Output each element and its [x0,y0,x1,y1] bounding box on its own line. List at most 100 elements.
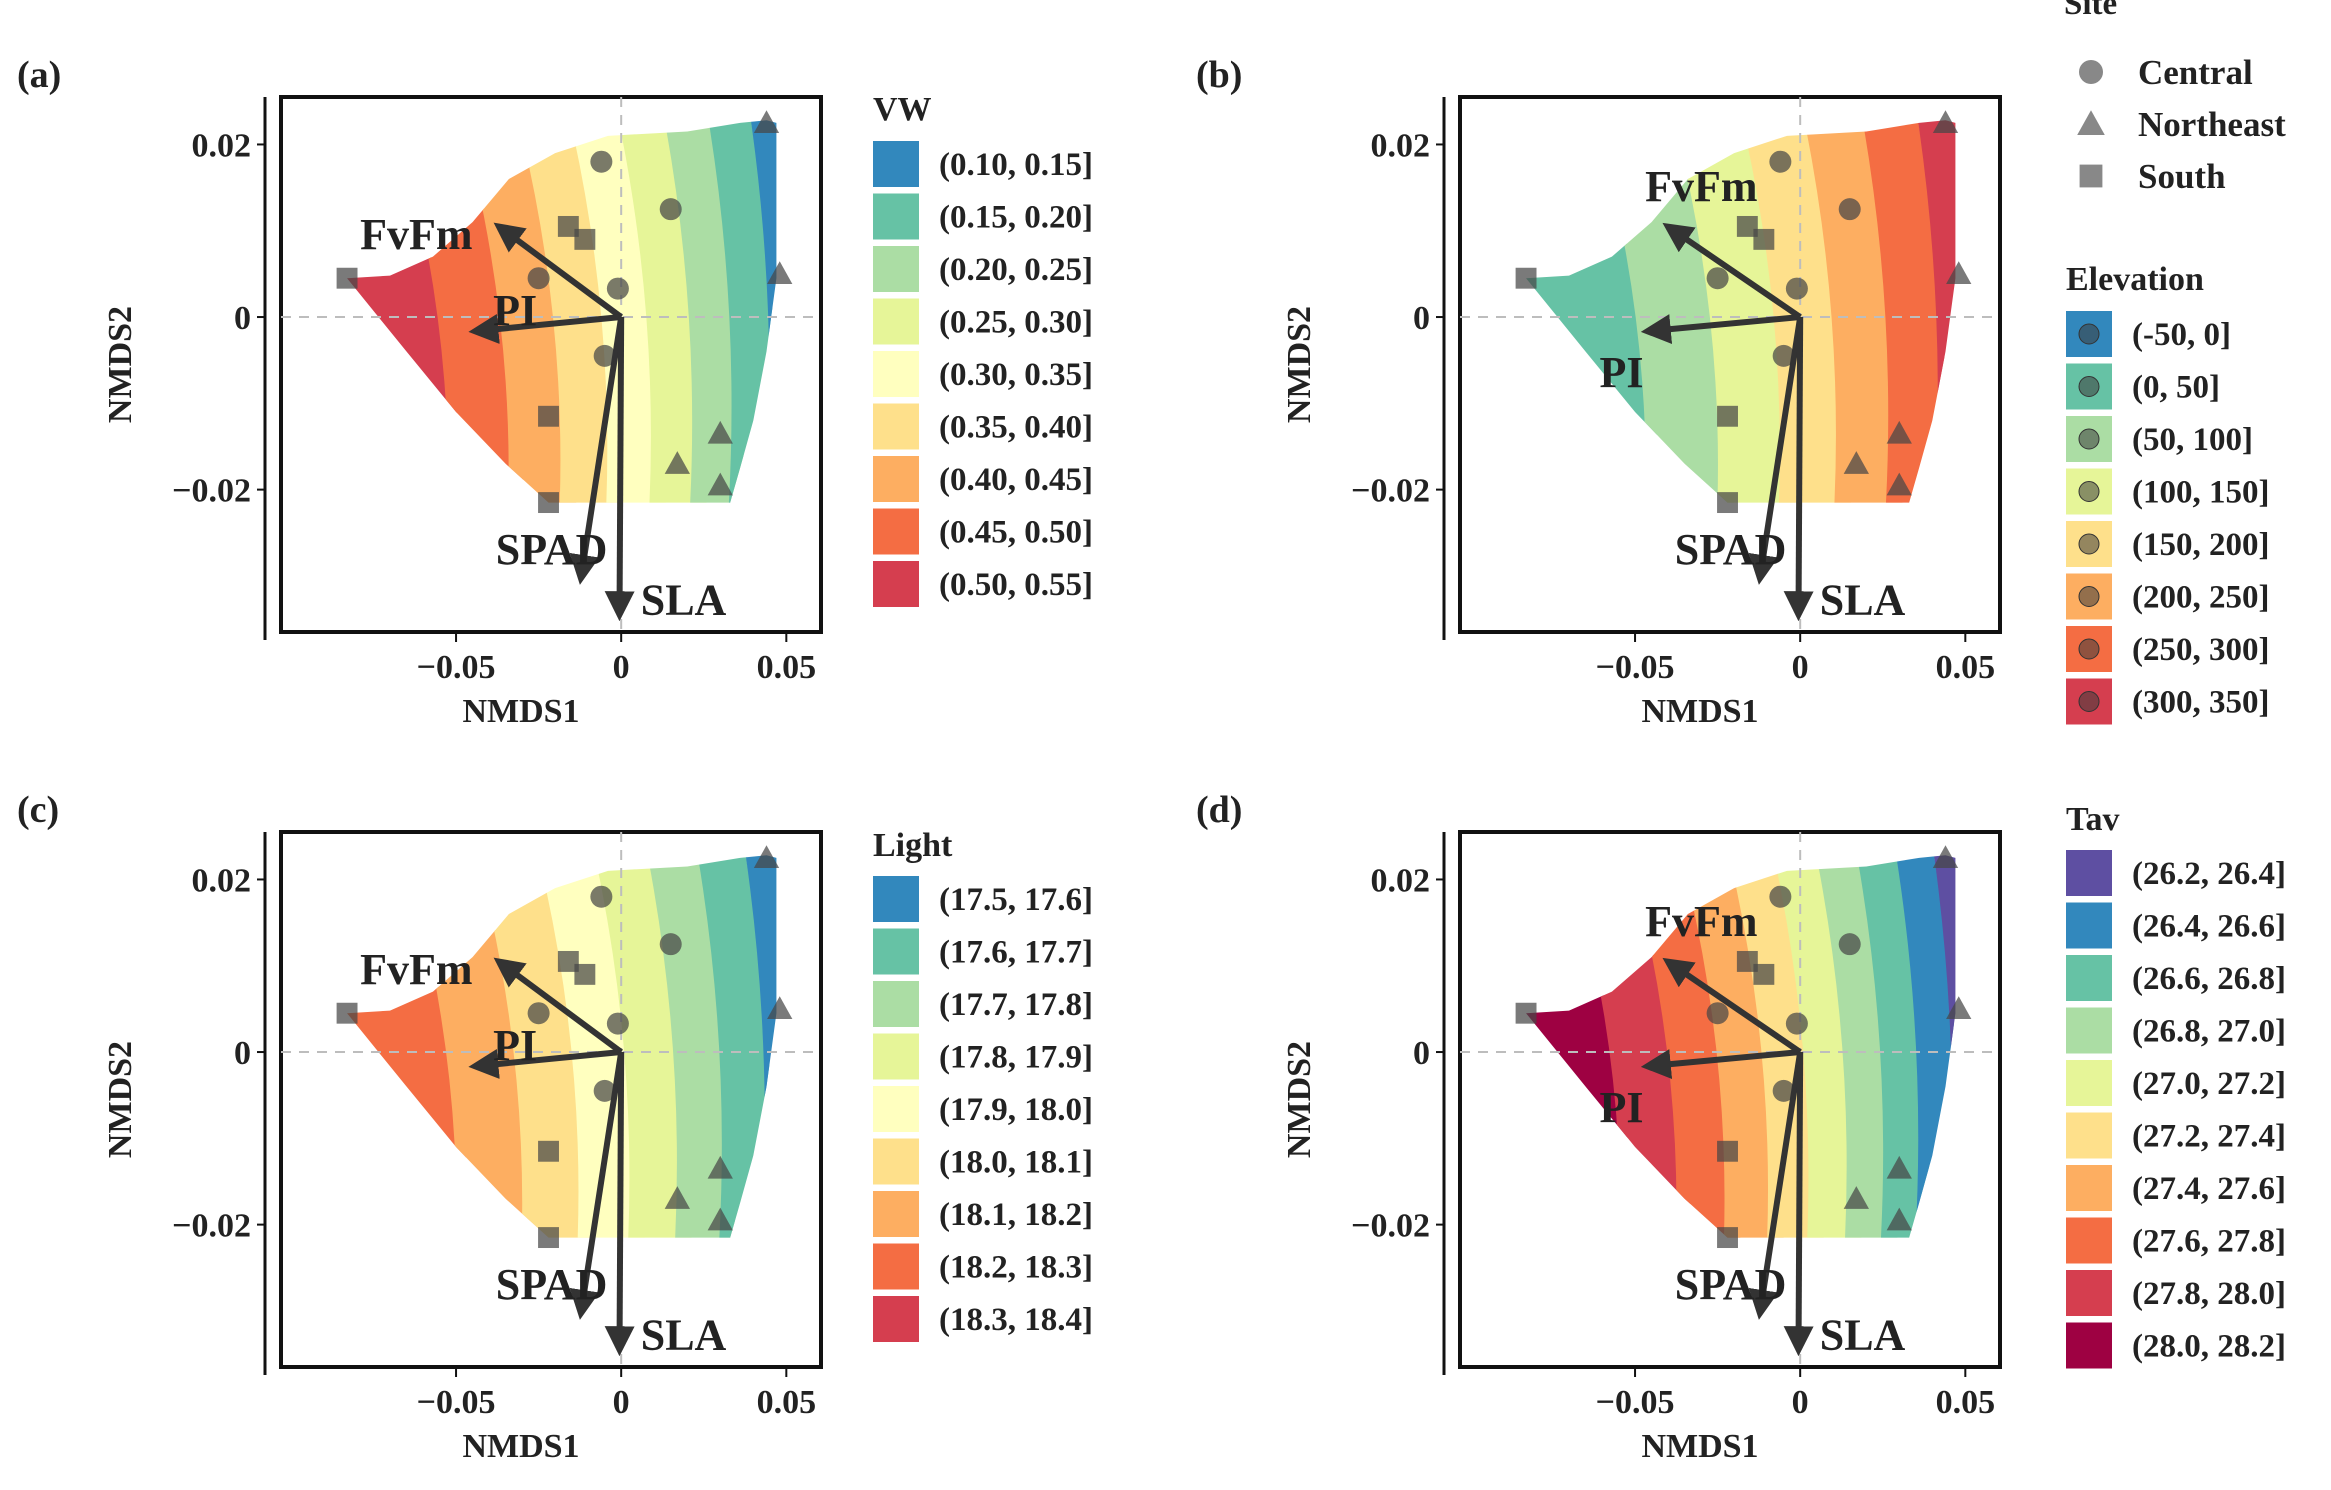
vector-arrow-pi [468,1049,622,1079]
legend-swatch-marker [2078,481,2100,502]
y-tick-label: −0.02 [1351,473,1430,510]
vector-arrow-pi [468,314,622,344]
site-marker-northeast [1932,845,1959,869]
site-legend-label: Northeast [2138,105,2286,144]
site-marker-south [1515,267,1537,289]
plot-frame [279,95,823,634]
legend-title: Tav [2066,801,2120,838]
legend-swatch [2066,1007,2112,1054]
legend-entry-label: (27.8, 28.0] [2132,1276,2286,1312]
vector-label-sla: SLA [1820,575,1906,624]
site-marker-south [1736,215,1758,237]
site-marker-central [527,267,550,290]
site-marker-central [606,1012,629,1035]
site-marker-central [1838,933,1861,956]
panel-label: (b) [1196,54,1242,96]
legend-swatch [873,1243,919,1290]
legend-vw: VW(0.10, 0.15] (0.15, 0.20] (0.20, 0.25] (0… [873,91,1093,607]
site-marker-northeast [707,1207,733,1231]
x-tick-label: −0.05 [1596,1384,1675,1421]
legend-entry-label: (28.0, 28.2] [2132,1329,2286,1365]
contour-band-(27.6, 27.8] [1615,855,1743,1238]
legend-entry-label: (17.6, 17.7] [939,935,1093,971]
vector-label-spad: SPAD [1675,1260,1787,1309]
y-tick-label: 0 [234,1035,251,1072]
y-tick-label: 0.02 [192,862,252,899]
legend-entry-label: (26.8, 27.0] [2132,1014,2286,1050]
legend-swatch-marker [2078,323,2100,345]
vector-arrow-pi [1640,1049,1801,1080]
site-marker-northeast [1946,261,1972,285]
figure-layer: −0.05 0 0.05 0.02 0 −0.02 NMDS1 NMDS2 (a) FvFm PI S… [17,0,2286,1465]
legend-swatch [873,561,919,607]
vector-label-pi: PI [493,286,537,335]
vector-arrow-spad [1748,316,1804,585]
site-marker-central [1772,344,1795,367]
legend-entry-label: (0.10, 0.15] [939,147,1093,183]
y-tick-label: −0.02 [172,1208,251,1245]
site-marker-northeast [1886,472,1912,496]
legend-swatch [2066,1270,2112,1316]
panel-label: (d) [1196,789,1242,831]
site-marker-south [1717,1227,1738,1249]
site-marker-south [557,950,579,972]
site-marker-northeast [1886,420,1912,444]
contour-band-(17.6, 17.7] [689,855,777,1238]
site-marker-central [1785,1012,1808,1035]
vector-arrow-fvfm [1662,957,1802,1055]
legend-swatch [873,508,919,555]
x-tick-label: −0.05 [417,649,496,686]
legend-entry-label: (0, 50] [2132,370,2220,406]
y-tick-label: 0 [1413,300,1430,337]
x-tick-label: −0.05 [417,1384,496,1421]
legend-entry-label: (27.0, 27.2] [2132,1066,2286,1102]
legend-title: Elevation [2066,261,2204,298]
legend-swatch [873,141,919,187]
legend-swatch [2066,955,2112,1001]
legend-entry-label: (26.4, 26.6] [2132,909,2286,945]
y-tick-label: 0.02 [1371,127,1431,164]
x-tick-label: 0.05 [757,649,817,686]
contour-band-(0.25, 0.30] [609,120,708,503]
plot-frame [279,830,823,1369]
panel-d: −0.05 0 0.05 0.02 0 −0.02 NMDS1 NMDS2 (d) FvFm PI S… [1196,789,2286,1465]
legend-swatch-marker [2078,533,2100,555]
site-marker-northeast [707,420,733,444]
contour-band-(300, 350] [1911,120,1956,503]
site-marker-south [1717,1140,1738,1162]
legend-swatch [873,456,919,502]
y-axis-label: NMDS2 [1281,306,1318,423]
contour-band-(17.9, 18.0] [527,855,647,1238]
vector-arrow-spad [569,1051,625,1320]
y-tick-label: 0 [234,300,251,337]
x-tick-label: 0 [613,1384,630,1421]
vector-arrow-fvfm [493,222,623,320]
legend-swatch [2066,1165,2112,1211]
legend-swatch [2066,1217,2112,1264]
vector-arrow-spad [569,316,625,585]
legend-swatch [873,1296,919,1342]
vector-arrow-sla [1783,317,1814,622]
vector-arrow-fvfm [1662,222,1802,320]
legend-swatch [873,298,919,345]
legend-entry-label: (0.15, 0.20] [939,200,1093,236]
site-marker-south [1753,963,1775,985]
contour-band-(18.0, 18.1] [464,855,596,1238]
legend-title: Light [873,827,953,864]
legend-entry-label: (18.3, 18.4] [939,1302,1093,1338]
contour-band-(26.2, 26.4] [1927,855,1956,1238]
vector-label-sla: SLA [641,575,727,624]
legend-entry-label: (200, 250] [2132,580,2269,616]
panel-c: −0.05 0 0.05 0.02 0 −0.02 NMDS1 NMDS2 (c) FvFm PI S… [17,789,1093,1465]
legend-swatch [873,246,919,292]
site-marker-south [336,267,358,289]
legend-entry-label: (0.50, 0.55] [939,567,1093,603]
legend-entry-label: (0.25, 0.30] [939,305,1093,341]
contour-band-(250, 300] [1854,120,1952,503]
site-marker-central [1769,150,1792,173]
x-axis-label: NMDS1 [462,1428,579,1465]
site-legend-label: South [2138,157,2226,196]
legend-swatch-marker [2078,691,2100,712]
legend-swatch [873,981,919,1027]
square-icon [2079,164,2103,188]
